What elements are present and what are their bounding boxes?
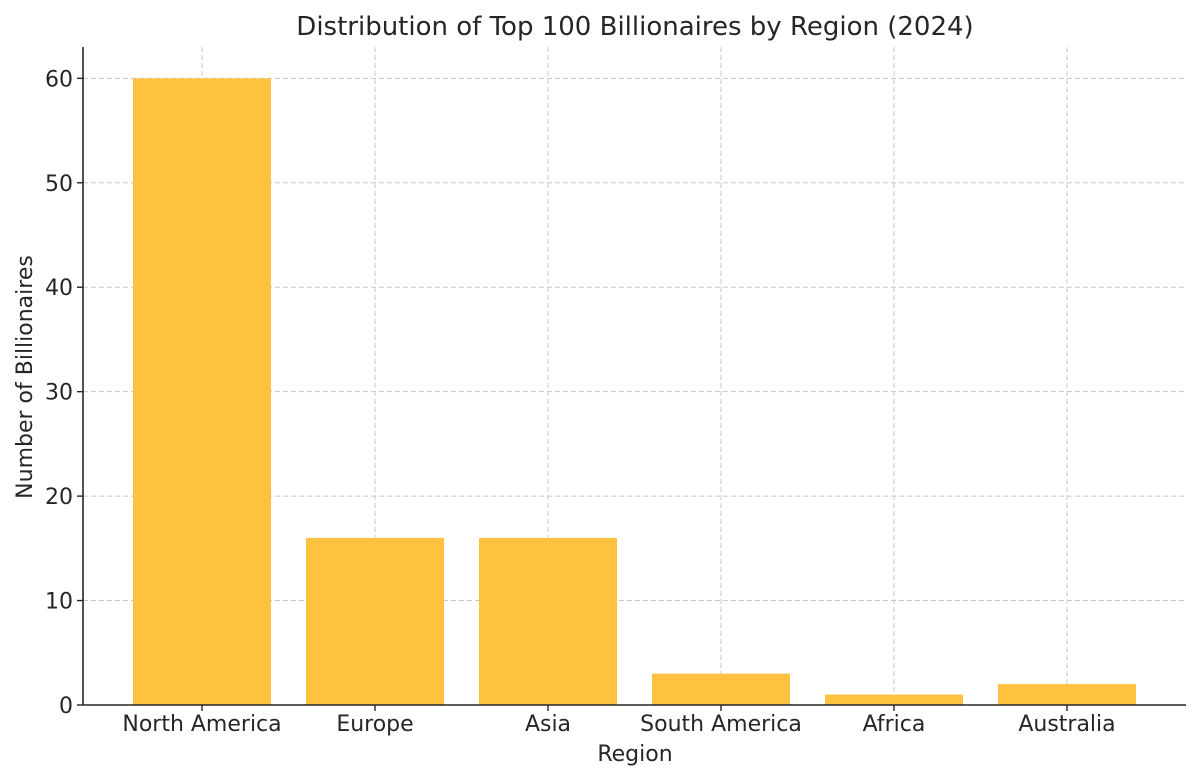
y-axis-label: Number of Billionaires [13,255,38,499]
bar-africa [825,694,963,705]
x-tick-label: South America [640,712,802,737]
x-tick-label: Asia [525,712,571,737]
bar-north-america [133,78,271,706]
y-tick-label: 50 [45,172,73,197]
x-ticks: North America Europe Asia South America Afri… [122,705,1116,737]
y-tick-label: 20 [45,485,73,510]
axes [82,47,1186,706]
y-tick-label: 40 [45,276,73,301]
bars [133,78,1136,706]
x-tick-label: Australia [1018,712,1115,737]
x-tick-label: North America [122,712,281,737]
y-tick-label: 10 [45,590,73,615]
bar-south-america [652,673,790,705]
bar-australia [998,684,1136,705]
x-tick-label: Africa [863,712,926,737]
y-tick-label: 0 [59,694,73,719]
y-tick-label: 60 [45,67,73,92]
bar-europe [306,537,444,705]
y-ticks: 0 10 20 30 40 50 60 [45,67,83,719]
bar-asia [479,537,617,705]
x-tick-label: Europe [336,712,413,737]
chart-title: Distribution of Top 100 Billionaires by … [296,12,973,42]
y-tick-label: 30 [45,381,73,406]
x-axis-label: Region [597,742,672,767]
